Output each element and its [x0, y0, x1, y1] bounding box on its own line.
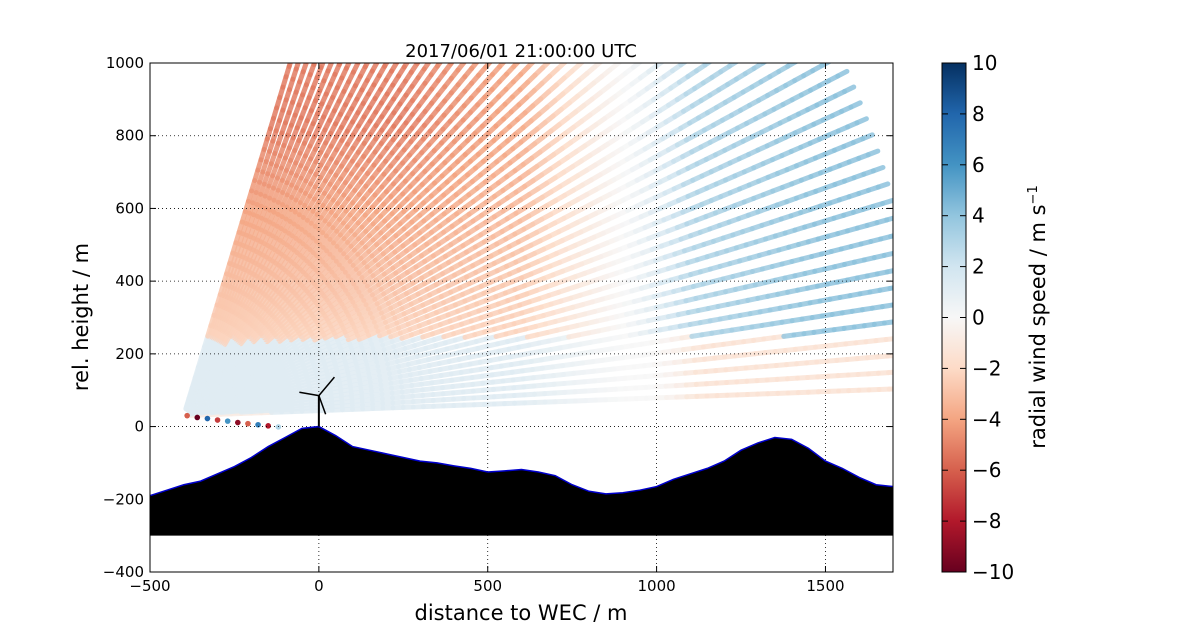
colorbar-tick-label: −10 — [972, 560, 1014, 584]
x-tick-label: 1500 — [806, 577, 844, 595]
y-tick-label: 600 — [115, 199, 144, 217]
y-tick-label: −400 — [103, 563, 144, 581]
y-axis: −400 −200 0 200 400 600 800 1000 — [103, 54, 893, 581]
y-tick-label: 0 — [134, 418, 144, 436]
colorbar-tick-label: −4 — [972, 407, 1001, 431]
x-tick-label: 1000 — [637, 577, 675, 595]
terrain-profile — [150, 425, 893, 536]
chart-title: 2017/06/01 21:00:00 UTC — [405, 41, 637, 62]
colorbar-label-main: radial wind speed / m s — [1026, 204, 1050, 448]
wind-turbine-icon — [299, 376, 335, 427]
colorbar-label: radial wind speed / m s−1 — [1026, 185, 1050, 448]
colorbar-tick-label: 6 — [972, 153, 985, 177]
x-tick-label: 500 — [473, 577, 502, 595]
colorbar-label-sup: −1 — [1026, 185, 1041, 204]
y-tick-label: 1000 — [106, 54, 144, 72]
lidar-scan-field — [183, 63, 893, 430]
x-tick-label: −500 — [129, 577, 170, 595]
y-axis-label: rel. height / m — [69, 243, 93, 391]
plot-area — [150, 63, 893, 572]
colorbar-tick-label: 4 — [972, 204, 985, 228]
colorbar-tick-label: −6 — [972, 458, 1001, 482]
plot-frame — [149, 62, 894, 573]
colorbar-ticks: 10 8 6 4 2 0 −2 −4 −6 −8 −10 — [942, 51, 1014, 584]
x-axis: −500 0 500 1000 1500 — [129, 63, 845, 595]
colorbar-tick-label: 8 — [972, 102, 985, 126]
y-tick-label: 200 — [115, 345, 144, 363]
y-tick-label: 800 — [115, 127, 144, 145]
colorbar-tick-label: −8 — [972, 509, 1001, 533]
terrain-outline — [150, 425, 893, 497]
colorbar-tick-label: 0 — [972, 306, 985, 330]
terrain-fill — [150, 426, 893, 536]
colorbar-tick-label: 10 — [972, 51, 997, 75]
y-tick-label: −200 — [103, 490, 144, 508]
y-tick-label: 400 — [115, 272, 144, 290]
x-axis-label: distance to WEC / m — [415, 601, 628, 625]
colorbar-tick-label: 2 — [972, 255, 985, 279]
x-tick-label: 0 — [314, 577, 324, 595]
colorbar-tick-label: −2 — [972, 356, 1001, 380]
